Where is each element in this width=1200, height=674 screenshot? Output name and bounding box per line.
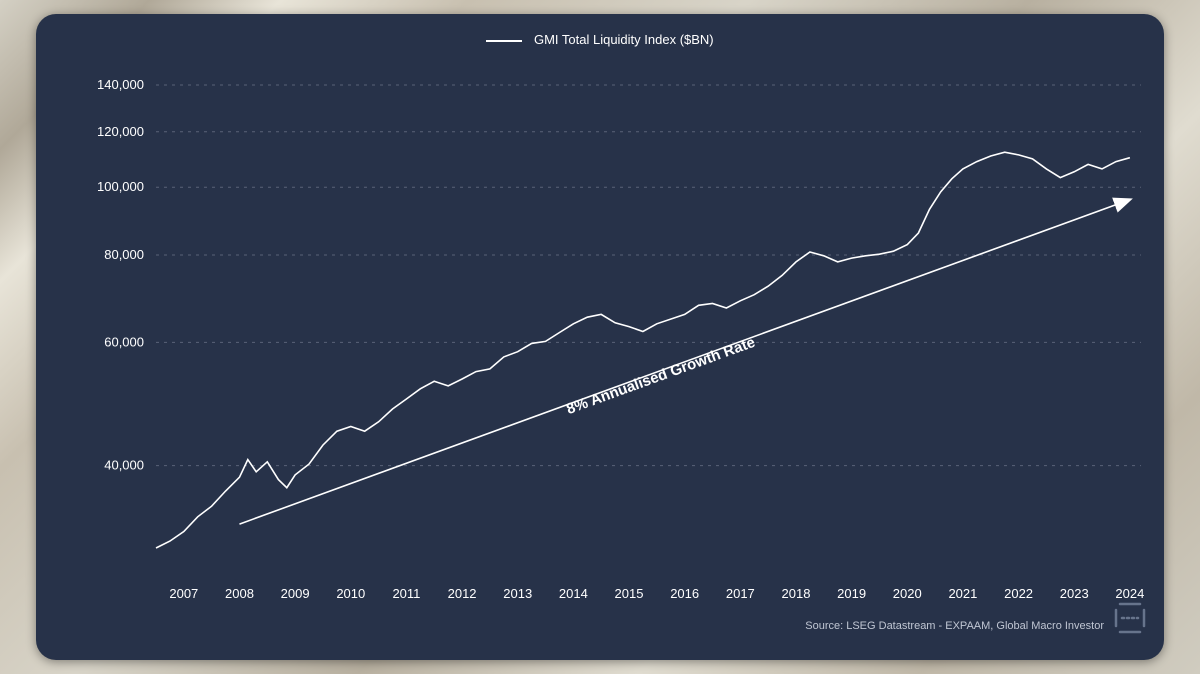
source-attribution: Source: LSEG Datastream - EXPAAM, Global… — [805, 620, 1104, 632]
x-axis-labels: 2007 2008 2009 2010 2011 2012 2013 2014 2015 2016… — [169, 586, 1144, 601]
svg-text:2009: 2009 — [281, 586, 310, 601]
growth-rate-annotation: 8% Annualised Growth Rate — [564, 334, 757, 418]
gridlines — [156, 85, 1141, 466]
svg-text:2022: 2022 — [1004, 586, 1033, 601]
svg-text:2012: 2012 — [448, 586, 477, 601]
svg-text:2007: 2007 — [169, 586, 198, 601]
svg-text:100,000: 100,000 — [97, 179, 144, 194]
svg-text:2016: 2016 — [670, 586, 699, 601]
svg-text:140,000: 140,000 — [97, 77, 144, 92]
svg-text:2020: 2020 — [893, 586, 922, 601]
svg-text:2014: 2014 — [559, 586, 588, 601]
brand-logo-icon — [1108, 596, 1152, 640]
chart-svg: 40,00060,00080,000100,000120,000140,000 … — [36, 14, 1164, 660]
svg-text:2021: 2021 — [948, 586, 977, 601]
svg-text:2010: 2010 — [336, 586, 365, 601]
svg-text:120,000: 120,000 — [97, 124, 144, 139]
svg-text:2011: 2011 — [392, 586, 420, 601]
chart-panel: GMI Total Liquidity Index ($BN) 40,00060… — [36, 14, 1164, 660]
frame-background: GMI Total Liquidity Index ($BN) 40,00060… — [0, 0, 1200, 674]
svg-text:2017: 2017 — [726, 586, 755, 601]
svg-text:2023: 2023 — [1060, 586, 1089, 601]
svg-text:80,000: 80,000 — [104, 247, 144, 262]
y-axis-labels: 40,000 60,000 80,000 100,000 120,000 140,000 — [97, 77, 144, 473]
svg-text:40,000: 40,000 — [104, 458, 144, 473]
svg-text:2015: 2015 — [615, 586, 644, 601]
liquidity-series-line — [156, 152, 1130, 548]
svg-text:2013: 2013 — [503, 586, 532, 601]
svg-text:2019: 2019 — [837, 586, 866, 601]
svg-text:2018: 2018 — [782, 586, 811, 601]
svg-text:2008: 2008 — [225, 586, 254, 601]
svg-text:60,000: 60,000 — [104, 334, 144, 349]
